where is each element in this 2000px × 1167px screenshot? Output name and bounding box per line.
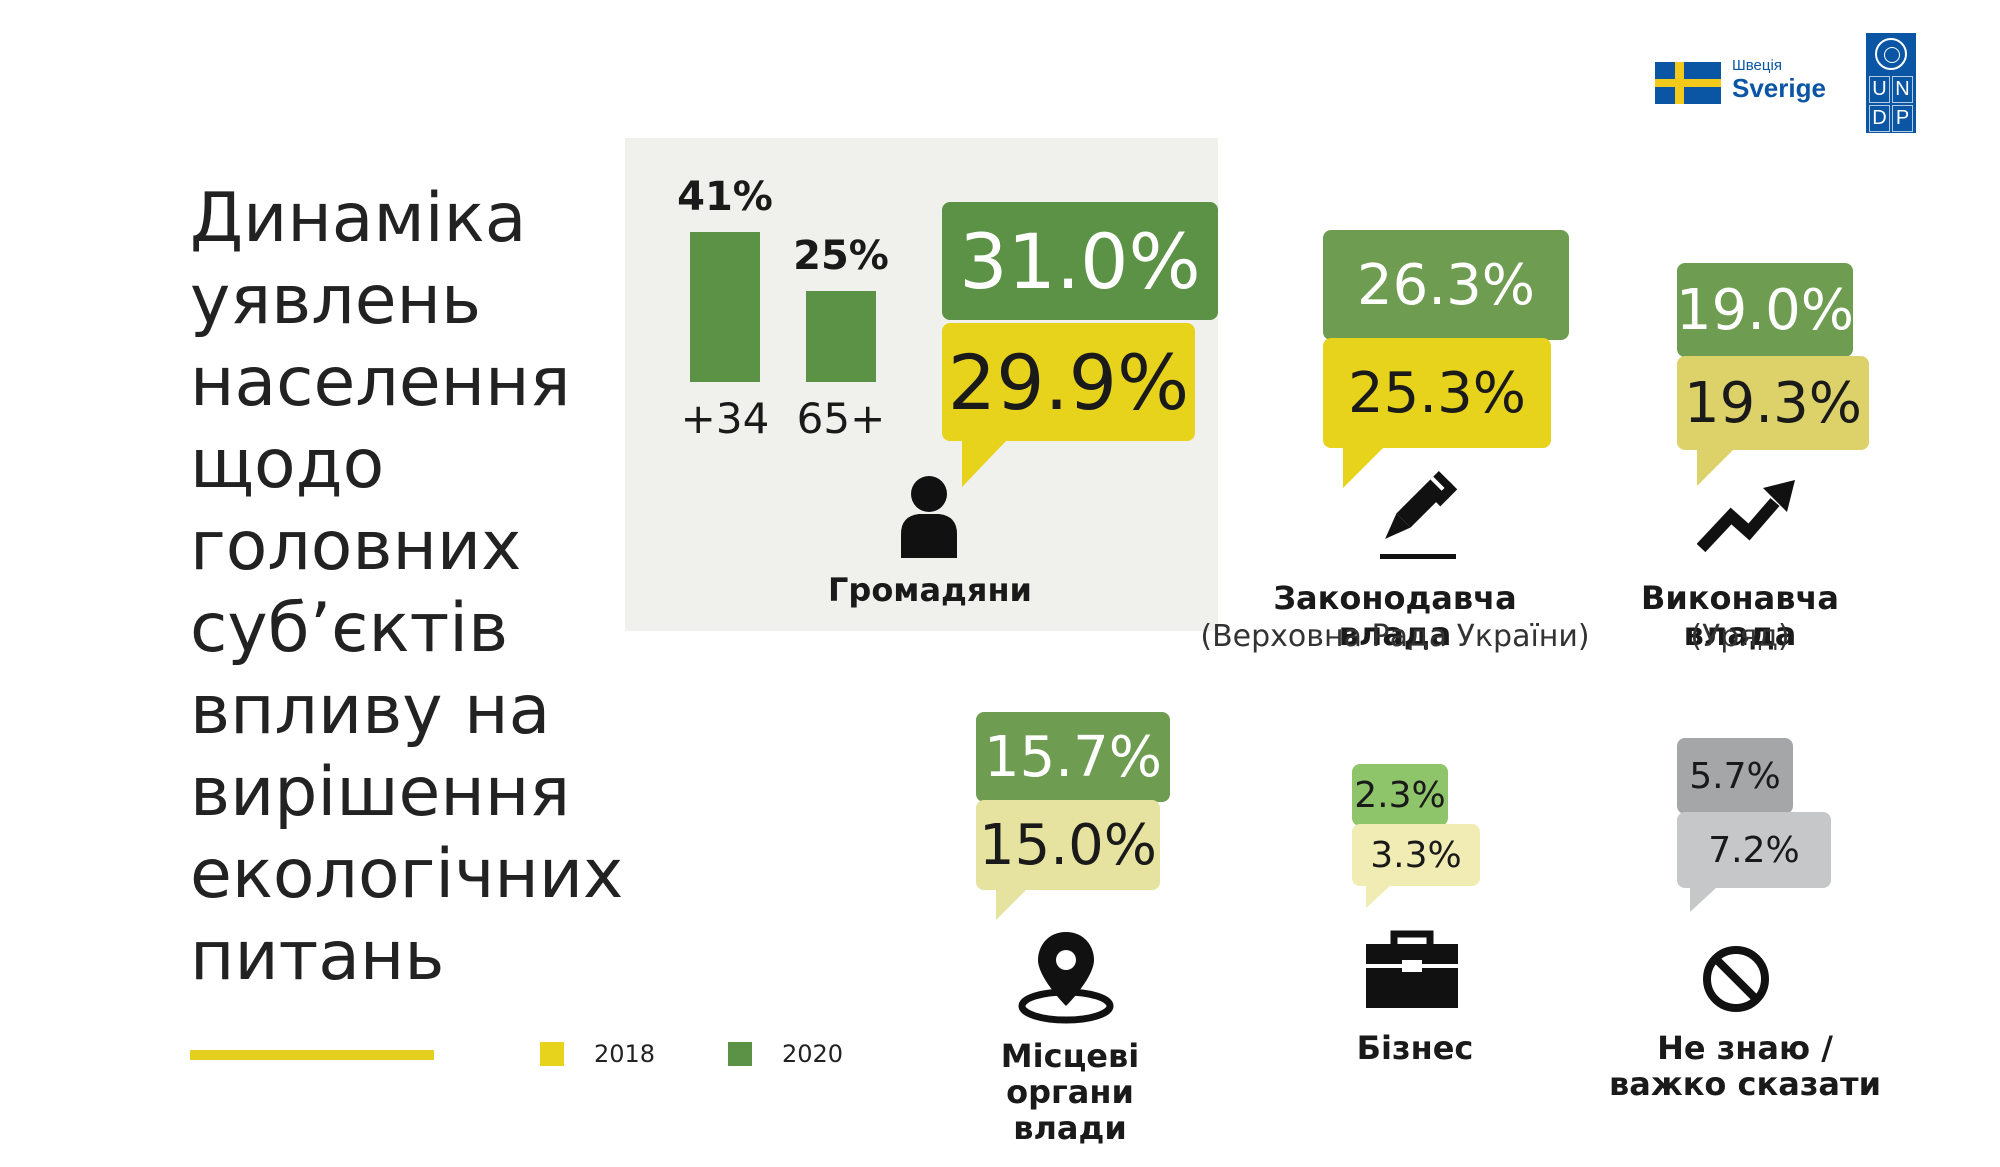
bubble-tail (962, 441, 1006, 487)
briefcase-icon (1366, 930, 1458, 1008)
age-bar-value-label: 41% (677, 174, 773, 220)
category-name-line: важко сказати (1609, 1065, 1881, 1103)
value-bubble-2020: 15.7% (976, 712, 1170, 802)
category-name: Законодавча влада (1273, 579, 1517, 653)
title-line: екологічних (190, 835, 624, 914)
category-name: Місцеві органи влади (950, 1038, 1190, 1146)
category-name: Не знаю / важко сказати (1600, 1030, 1890, 1102)
sweden-flag-logo (1655, 62, 1721, 104)
undp-letter: P (1892, 105, 1913, 132)
bubble-tail (1366, 886, 1390, 908)
trend-arrow-icon (1697, 480, 1795, 553)
bubble-tail (1697, 450, 1733, 486)
legend-item-2018: 2018 (540, 1040, 655, 1068)
category-name-line: Не знаю / (1657, 1029, 1833, 1067)
pen-icon (1380, 470, 1458, 559)
sweden-logo-text: Швеція Sverige (1732, 58, 1826, 101)
category-subtitle: (Уряд) (1690, 619, 1790, 654)
legend-item-2020: 2020 (728, 1040, 843, 1068)
category-name-line: Місцеві (1000, 1037, 1140, 1075)
category-name: Бізнес (1356, 1029, 1474, 1067)
age-bar-category-label: 65+ (796, 394, 886, 443)
age-bar-value-label: 25% (793, 232, 889, 279)
title-line: Динаміка (190, 179, 527, 258)
age-bar (806, 290, 876, 382)
legend-swatch-2020 (728, 1042, 752, 1066)
sweden-se-label: Sverige (1732, 73, 1826, 103)
value-bubble-2020: 19.0% (1676, 263, 1854, 357)
legend-swatch-2018 (540, 1042, 564, 1066)
title-line: головних (190, 507, 522, 586)
undp-letter: D (1869, 105, 1890, 132)
title-line: впливу на (190, 671, 551, 750)
map-pin-icon (1018, 932, 1114, 1024)
sweden-ua-label: Швеція (1732, 57, 1782, 74)
value-bubble-2018: 25.3% (1323, 338, 1551, 448)
title-line: щодо (190, 425, 385, 504)
value-bubble-2020: 31.0% (942, 202, 1218, 320)
age-bar-category-label: +34 (680, 394, 770, 443)
title-line: питань (190, 917, 445, 996)
value-bubble-2018: 29.9% (942, 323, 1195, 441)
value-bubble-2020: 5.7% (1677, 738, 1793, 814)
age-bar (690, 232, 760, 382)
value-bubble-2018: 19.3% (1677, 356, 1869, 450)
value-bubble-2018: 15.0% (976, 800, 1160, 890)
category-name: Громадяни (828, 571, 1032, 609)
page-title: Динаміка уявлень населення щодо головних… (190, 178, 630, 998)
category-name: Виконавча влада (1640, 579, 1840, 653)
title-line: населення (190, 343, 571, 422)
value-bubble-2018: 3.3% (1352, 824, 1480, 886)
title-underline (190, 1050, 434, 1060)
un-emblem-icon (1875, 38, 1907, 70)
person-icon (901, 476, 957, 558)
no-sign-icon (1703, 946, 1769, 1012)
category-subtitle: (Верховна Рада України) (1200, 619, 1590, 654)
bubble-tail (996, 890, 1026, 920)
undp-letter: N (1892, 76, 1913, 103)
value-bubble-2020: 2.3% (1352, 764, 1448, 826)
title-line: уявлень (190, 261, 482, 340)
undp-letter: U (1869, 76, 1890, 103)
legend-label-2020: 2020 (782, 1040, 844, 1068)
undp-logo: U N D P (1866, 33, 1916, 133)
legend-label-2018: 2018 (594, 1040, 656, 1068)
bubble-tail (1690, 888, 1716, 912)
value-bubble-2018: 7.2% (1677, 812, 1831, 888)
category-name-line: органи влади (1006, 1073, 1134, 1147)
bubble-tail (1343, 448, 1383, 488)
title-line: суб’єктів (190, 589, 509, 668)
title-line: вирішення (190, 753, 571, 832)
value-bubble-2020: 26.3% (1323, 230, 1569, 340)
